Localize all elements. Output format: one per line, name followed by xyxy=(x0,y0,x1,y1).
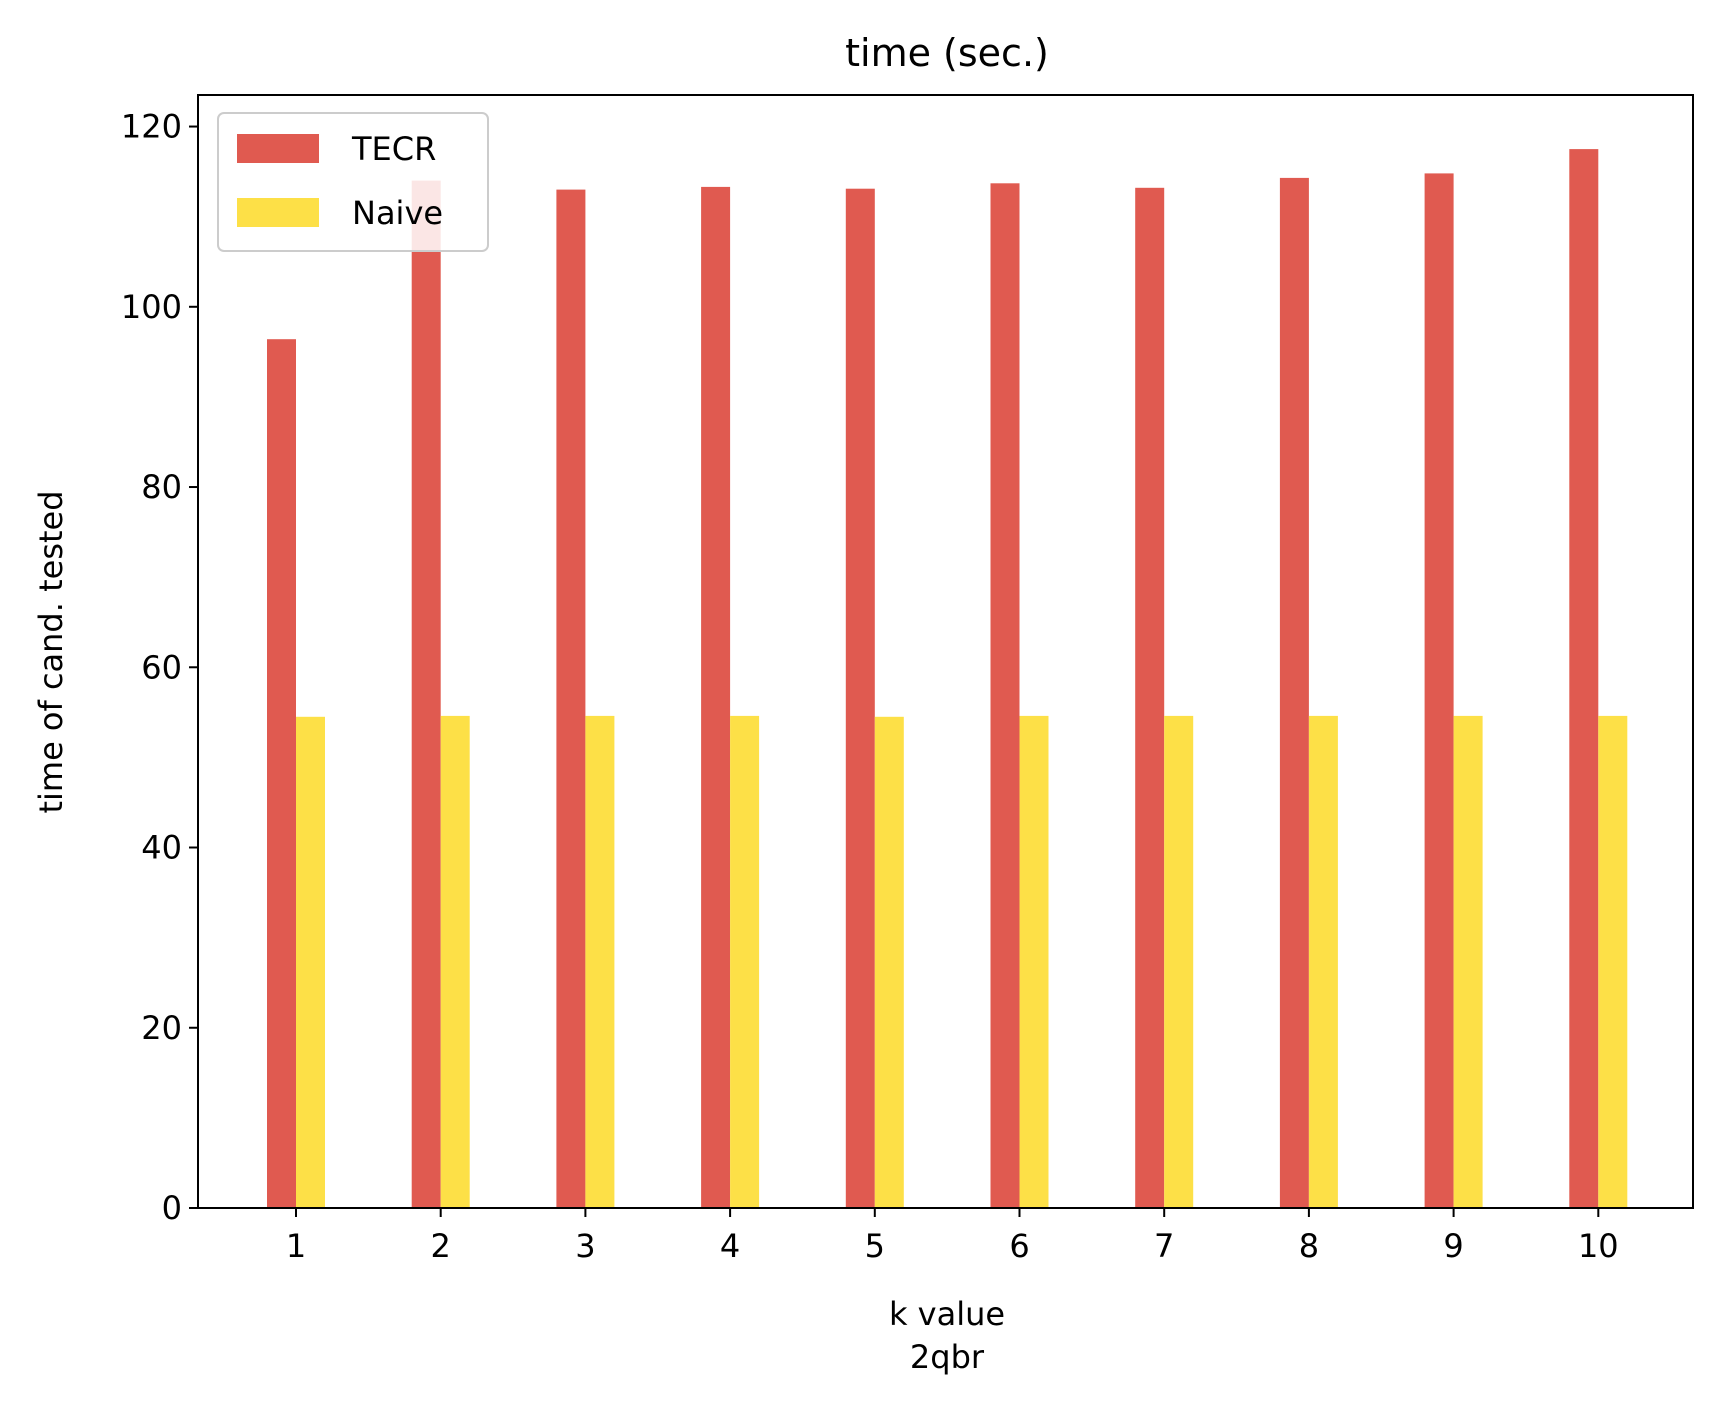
x-tick-label: 4 xyxy=(720,1227,740,1265)
y-tick-label: 80 xyxy=(141,468,182,506)
legend-swatch-naive xyxy=(237,198,319,227)
legend: TECR Naive xyxy=(217,112,489,252)
x-axis-label: k value xyxy=(889,1295,1005,1333)
y-tick-label: 100 xyxy=(121,288,182,326)
y-tick-label: 120 xyxy=(121,108,182,146)
y-tick-label: 20 xyxy=(141,1009,182,1047)
bar-naive-1 xyxy=(296,716,325,1208)
bar-naive-4 xyxy=(730,715,760,1208)
legend-swatch-tecr xyxy=(237,134,319,163)
bar-naive-6 xyxy=(1019,715,1049,1208)
bar-naive-3 xyxy=(585,715,615,1208)
bar-naive-5 xyxy=(874,716,904,1208)
bar-tecr-1 xyxy=(267,339,296,1208)
bar-naive-10 xyxy=(1598,715,1628,1208)
bar-tecr-5 xyxy=(845,188,875,1208)
y-tick-label: 40 xyxy=(141,829,182,867)
y-axis-label: time of cand. tested xyxy=(32,490,70,813)
bars-layer xyxy=(267,149,1628,1209)
x-tick-label: 5 xyxy=(865,1227,885,1265)
y-axis: 0 20 40 60 80 100 120 xyxy=(121,108,198,1227)
x-tick-label: 10 xyxy=(1578,1227,1619,1265)
legend-label-naive: Naive xyxy=(352,194,443,232)
bar-tecr-8 xyxy=(1279,177,1309,1208)
x-axis-sublabel: 2qbr xyxy=(910,1338,985,1376)
plot-frame xyxy=(197,94,1694,1209)
bar-tecr-2 xyxy=(411,180,441,1209)
legend-label-tecr: TECR xyxy=(351,130,436,168)
x-tick-label: 8 xyxy=(1299,1227,1319,1265)
y-tick-label: 0 xyxy=(162,1189,182,1227)
bar-naive-9 xyxy=(1453,715,1483,1208)
x-axis: 1 2 3 4 5 6 7 8 9 10 xyxy=(286,1208,1619,1265)
y-tick-label: 60 xyxy=(141,648,182,686)
x-tick-label: 3 xyxy=(575,1227,595,1265)
bar-naive-7 xyxy=(1164,715,1194,1208)
bar-tecr-9 xyxy=(1424,173,1454,1208)
bar-tecr-6 xyxy=(990,183,1020,1208)
x-tick-label: 1 xyxy=(286,1227,306,1265)
bar-naive-8 xyxy=(1308,715,1338,1208)
chart-title: time (sec.) xyxy=(845,31,1049,75)
bar-tecr-3 xyxy=(556,189,586,1209)
x-tick-label: 6 xyxy=(1009,1227,1029,1265)
bar-naive-2 xyxy=(440,715,470,1208)
x-tick-label: 9 xyxy=(1443,1227,1463,1265)
bar-tecr-4 xyxy=(701,186,731,1208)
bar-tecr-10 xyxy=(1569,149,1599,1209)
x-tick-label: 7 xyxy=(1154,1227,1174,1265)
x-tick-label: 2 xyxy=(431,1227,451,1265)
bar-tecr-7 xyxy=(1135,187,1165,1209)
